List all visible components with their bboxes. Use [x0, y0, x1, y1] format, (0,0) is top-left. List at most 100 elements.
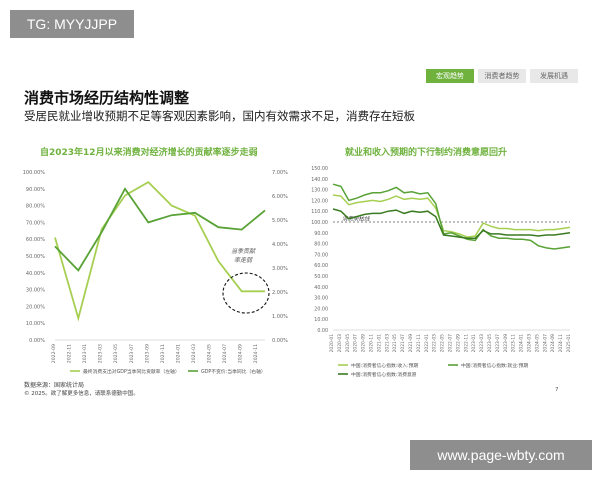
right-x-tick-label: 2023-09 [503, 334, 509, 353]
page-number: 7 [555, 387, 559, 393]
left-y-tick-label: 10.00% [26, 321, 45, 327]
left-legend-label: GDP不变价:当季同比（右轴） [201, 368, 266, 375]
right-x-tick-label: 2022-01 [424, 334, 430, 353]
right-x-tick-label: 2022-09 [455, 334, 461, 353]
left-x-tick-label: 2024-07 [222, 344, 228, 363]
right-x-tick-label: 2023-01 [471, 334, 477, 353]
left-x-tick-label: 2024-11 [253, 344, 259, 363]
right-y-tick-label: 150.00 [311, 166, 328, 172]
right-y-tick-label: 40.00 [314, 285, 328, 291]
left-x-tick-label: 2023-11 [160, 344, 166, 363]
right-y-tick-label: 30.00 [314, 296, 328, 302]
right-y-tick-label: 2.00% [272, 290, 288, 296]
left-y-tick-label: 30.00% [26, 288, 45, 294]
left-x-tick-label: 2023-07 [129, 344, 135, 363]
left-y-tick-label: 100.00% [23, 170, 45, 176]
right-y-tick-label: 0.00% [272, 338, 288, 344]
page-title: 消费市场经历结构性调整 [24, 89, 190, 107]
left-x-tick-label: 2022-09 [51, 344, 57, 363]
right-x-tick-label: 2020-01 [329, 334, 335, 353]
right-y-tick-label: 70.00 [314, 252, 328, 258]
right-legend-label: 中国:消费者信心指数:收入:预期 [351, 362, 418, 369]
right-y-tick-label: 100.00 [311, 220, 328, 226]
right-x-tick-label: 2021-03 [384, 334, 390, 353]
data-source-note: 数据来源：国家统计局 [24, 382, 85, 389]
left-x-tick-label: 2023-01 [82, 344, 88, 363]
right-x-tick-label: 2024-01 [519, 334, 525, 353]
left-x-tick-label: 2023-03 [98, 344, 104, 363]
right-x-tick-label: 2021-05 [392, 334, 398, 353]
left-series-line-1 [54, 187, 266, 272]
right-y-tick-label: 20.00 [314, 306, 328, 312]
right-x-tick-label: 2024-09 [550, 334, 556, 353]
right-x-tick-label: 2021-09 [408, 334, 414, 353]
tab-macro-trends[interactable]: 宏观趋势 [426, 69, 474, 83]
left-series-line-0 [54, 180, 265, 322]
right-legend-label: 中国:消费者信心指数:就业:预期 [461, 362, 528, 369]
left-x-tick-label: 2024-03 [191, 344, 197, 363]
right-y-tick-label: 130.00 [311, 188, 328, 194]
annotation-text: 率走弱 [234, 256, 253, 264]
right-x-tick-label: 2022-07 [448, 334, 454, 353]
left-y-tick-label: 40.00% [26, 271, 45, 277]
copyright-note: © 2025。欲了解更多信息，请联系德勤中国。 [24, 391, 139, 397]
right-y-tick-label: 1.00% [272, 314, 288, 320]
right-x-tick-label: 2024-07 [542, 334, 548, 353]
right-y-tick-label: 110.00 [311, 209, 328, 215]
right-x-tick-label: 2022-11 [463, 334, 469, 353]
section-tabs: 宏观趋势 消费者趋势 发展机遇 [426, 69, 578, 83]
right-x-tick-label: 2024-03 [527, 334, 533, 353]
left-y-tick-label: 60.00% [26, 237, 45, 243]
right-y-tick-label: 6.00% [272, 194, 288, 200]
right-x-tick-label: 2024-11 [558, 334, 564, 353]
left-y-tick-label: 90.00% [26, 187, 45, 193]
right-x-tick-label: 2025-01 [566, 334, 572, 353]
right-y-tick-label: 90.00 [314, 231, 328, 237]
page-subtitle: 受居民就业增收预期不足等客观因素影响，国内有效需求不足，消费存在短板 [24, 109, 415, 123]
right-y-tick-label: 0.00 [317, 328, 328, 334]
left-y-tick-label: 0.00% [29, 338, 45, 344]
right-x-tick-label: 2021-07 [400, 334, 406, 353]
left-y-tick-label: 80.00% [26, 204, 45, 210]
right-y-tick-label: 7.00% [272, 170, 288, 176]
right-legend-label: 中国:消费者信心指数:消费意愿 [351, 371, 417, 378]
right-x-tick-label: 2020-09 [361, 334, 367, 353]
right-y-tick-label: 50.00 [314, 274, 328, 280]
left-y-tick-label: 50.00% [26, 254, 45, 260]
right-x-tick-label: 2023-05 [487, 334, 493, 353]
left-x-tick-label: 2024-05 [207, 344, 213, 363]
right-x-tick-label: 2020-03 [337, 334, 343, 353]
left-x-tick-label: 2023-09 [144, 344, 150, 363]
tab-opportunities[interactable]: 发展机遇 [530, 69, 578, 83]
right-y-tick-label: 10.00 [314, 317, 328, 323]
right-chart-title: 就业和收入预期的下行制约消费意愿回升 [345, 148, 508, 158]
right-y-tick-label: 3.00% [272, 266, 288, 272]
tab-consumer-trends[interactable]: 消费者趋势 [478, 69, 526, 83]
right-y-tick-label: 140.00 [311, 177, 328, 183]
right-y-tick-label: 120.00 [311, 198, 328, 204]
left-x-tick-label: 2022-11 [67, 344, 73, 363]
right-y-tick-label: 5.00% [272, 218, 288, 224]
right-x-tick-label: 2020-07 [353, 334, 359, 353]
left-y-tick-label: 70.00% [26, 220, 45, 226]
right-x-tick-label: 2024-05 [534, 334, 540, 353]
left-y-tick-label: 20.00% [26, 304, 45, 310]
watermark-badge-top: TG: MYYJJPP [10, 10, 134, 38]
left-x-tick-label: 2023-05 [113, 344, 119, 363]
right-x-tick-label: 2020-05 [345, 334, 351, 353]
right-x-tick-label: 2023-11 [511, 334, 517, 353]
right-y-tick-label: 4.00% [272, 242, 288, 248]
right-series-line-2 [332, 208, 571, 239]
right-x-tick-label: 2021-11 [416, 334, 422, 353]
left-x-tick-label: 2024-01 [175, 344, 181, 363]
right-x-tick-label: 2021-01 [376, 334, 382, 353]
left-chart-title: 自2023年12月以来消费对经济增长的贡献率逐步走弱 [40, 148, 258, 158]
watermark-badge-bottom: www.page-wbty.com [410, 440, 592, 470]
right-x-tick-label: 2022-05 [440, 334, 446, 353]
baseline-label: 消费荣枯线 [342, 216, 370, 223]
right-x-tick-label: 2023-07 [495, 334, 501, 353]
highlight-dashed-circle [222, 272, 270, 314]
right-x-tick-label: 2020-11 [369, 334, 375, 353]
right-x-tick-label: 2023-03 [479, 334, 485, 353]
